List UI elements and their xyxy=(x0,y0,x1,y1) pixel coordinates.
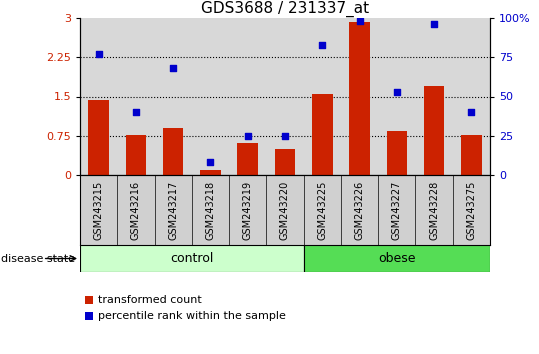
Text: GSM243219: GSM243219 xyxy=(243,181,253,240)
Point xyxy=(206,160,215,165)
Point xyxy=(430,22,438,27)
Bar xyxy=(200,170,220,175)
Bar xyxy=(424,86,444,175)
Text: obese: obese xyxy=(378,252,416,265)
Point xyxy=(169,65,177,71)
Text: GSM243218: GSM243218 xyxy=(205,181,216,240)
Point xyxy=(281,133,289,138)
Point xyxy=(467,109,476,115)
Text: disease state: disease state xyxy=(1,253,75,263)
Text: GSM243227: GSM243227 xyxy=(392,180,402,240)
Point xyxy=(244,133,252,138)
Bar xyxy=(303,245,490,272)
Text: GSM243215: GSM243215 xyxy=(94,181,103,240)
Bar xyxy=(238,143,258,175)
Bar xyxy=(386,131,407,175)
Point xyxy=(355,18,364,24)
Title: GDS3688 / 231337_at: GDS3688 / 231337_at xyxy=(201,0,369,17)
Bar xyxy=(349,22,370,175)
Bar xyxy=(312,94,333,175)
Point xyxy=(132,109,140,115)
Text: GSM243217: GSM243217 xyxy=(168,181,178,240)
Text: GSM243225: GSM243225 xyxy=(317,180,327,240)
Bar xyxy=(163,128,183,175)
Text: GSM243216: GSM243216 xyxy=(131,181,141,240)
Bar xyxy=(126,135,146,175)
Bar xyxy=(88,100,109,175)
Point xyxy=(392,89,401,95)
Bar xyxy=(275,149,295,175)
Text: GSM243226: GSM243226 xyxy=(355,181,364,240)
Text: GSM243220: GSM243220 xyxy=(280,181,290,240)
Bar xyxy=(80,245,303,272)
Text: GSM243228: GSM243228 xyxy=(429,181,439,240)
Bar xyxy=(461,135,482,175)
Text: transformed count: transformed count xyxy=(98,295,202,304)
Point xyxy=(94,51,103,57)
Text: control: control xyxy=(170,252,213,265)
Text: GSM243275: GSM243275 xyxy=(466,180,476,240)
Point xyxy=(318,42,327,47)
Text: percentile rank within the sample: percentile rank within the sample xyxy=(98,310,286,320)
